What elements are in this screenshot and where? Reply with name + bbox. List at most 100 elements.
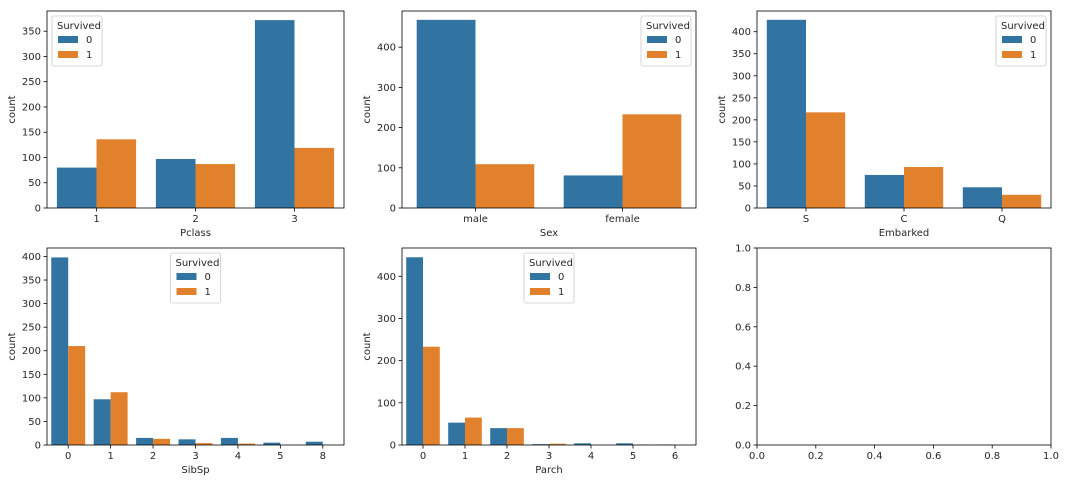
y-tick-label: 250 <box>22 77 41 88</box>
legend: Survived 0 1 <box>523 252 575 304</box>
legend-title: Survived <box>529 258 573 269</box>
subplot-1: 1 2 3 0 50 100 150 200 250 300 350 Pclass count Survi… <box>7 10 345 239</box>
bar-pclass-3-survived-1 <box>294 147 335 208</box>
legend-label-0: 0 <box>86 35 92 46</box>
y-tick-label: 300 <box>732 71 751 82</box>
y-tick-label: 0 <box>390 441 396 452</box>
x-tick-label: 0.6 <box>925 451 941 462</box>
x-tick-label: C <box>901 214 908 225</box>
legend: Survived 0 1 <box>170 252 221 304</box>
bar-sex-female-survived-1 <box>622 114 682 208</box>
y-tick-label: 0 <box>35 441 41 452</box>
y-tick-label: 0 <box>35 204 41 215</box>
bar-sibsp-3-survived-0 <box>178 439 196 445</box>
x-axis-label: Parch <box>535 465 562 476</box>
bar-parch-5-survived-0 <box>616 443 633 445</box>
legend-swatch-1 <box>1002 51 1022 58</box>
y-tick-label: 400 <box>377 272 396 283</box>
legend-swatch-0 <box>1002 36 1022 43</box>
x-tick-label: 0.4 <box>867 451 883 462</box>
legend-swatch-0 <box>530 273 550 280</box>
y-tick-label: 400 <box>22 252 41 263</box>
y-tick-label: 100 <box>377 398 396 409</box>
bar-embarked-S-survived-1 <box>806 112 846 208</box>
y-axis-label: count <box>362 332 373 360</box>
y-tick-label: 50 <box>28 178 41 189</box>
legend-swatch-0 <box>647 36 667 43</box>
y-axis-label: count <box>7 95 18 123</box>
bar-pclass-2-survived-0 <box>155 159 196 208</box>
legend-swatch-1 <box>647 51 667 58</box>
y-tick-label: 0 <box>390 204 396 215</box>
x-tick-label: 1 <box>462 451 468 462</box>
x-tick-label: 1 <box>107 451 113 462</box>
y-tick-label: 400 <box>377 43 396 54</box>
x-tick-label: 2 <box>150 451 156 462</box>
legend-swatch-1 <box>58 51 78 58</box>
y-tick-label: 0.6 <box>735 322 751 333</box>
legend-swatch-0 <box>58 36 78 43</box>
legend-label-1: 1 <box>558 287 564 298</box>
x-tick-label: 3 <box>192 451 198 462</box>
subplot-2: male female 0 100 200 300 400 Sex count Survived 0… <box>362 10 697 239</box>
x-tick-label: 5 <box>277 451 283 462</box>
bar-parch-2-survived-0 <box>490 428 507 445</box>
y-tick-label: 300 <box>22 52 41 63</box>
bar-sex-male-survived-1 <box>475 164 535 208</box>
y-tick-label: 150 <box>22 370 41 381</box>
bar-sibsp-4-survived-1 <box>237 443 255 445</box>
axes-frame <box>401 247 697 446</box>
y-tick-label: 400 <box>732 27 751 38</box>
legend-swatch-0 <box>176 273 197 280</box>
legend-title: Survived <box>646 21 690 32</box>
y-axis-label: count <box>7 332 18 360</box>
y-tick-label: 100 <box>22 153 41 164</box>
bar-sibsp-2-survived-0 <box>136 437 154 445</box>
bar-pclass-2-survived-1 <box>195 164 236 208</box>
y-tick-label: 1.0 <box>735 244 751 255</box>
bar-pclass-3-survived-0 <box>254 20 295 209</box>
legend-label-0: 0 <box>675 35 681 46</box>
x-tick-label: 2 <box>504 451 510 462</box>
x-tick-label: 8 <box>320 451 326 462</box>
bar-parch-2-survived-1 <box>507 428 524 445</box>
y-tick-label: 200 <box>22 346 41 357</box>
bar-sibsp-2-survived-1 <box>153 438 171 445</box>
y-tick-label: 350 <box>22 27 41 38</box>
bar-sex-male-survived-0 <box>416 19 476 209</box>
subplot-5: 0 1 2 3 4 5 6 0 100 200 300 400 Parch count Survived 0 1 <box>362 247 697 476</box>
x-tick-label: 3 <box>546 451 552 462</box>
legend: Survived 0 1 <box>995 15 1047 67</box>
bar-pclass-1-survived-0 <box>56 167 97 208</box>
y-tick-label: 100 <box>377 163 396 174</box>
x-tick-label: 1.0 <box>1043 451 1059 462</box>
x-tick-label: female <box>605 214 639 225</box>
y-axis-label: count <box>717 95 728 123</box>
bar-embarked-S-survived-0 <box>766 19 806 209</box>
x-tick-label: 5 <box>630 451 636 462</box>
y-tick-label: 350 <box>22 276 41 287</box>
bar-sibsp-3-survived-1 <box>195 443 213 445</box>
x-tick-label: 1 <box>93 214 99 225</box>
bar-sibsp-8-survived-0 <box>305 441 323 445</box>
axes-frame <box>46 10 345 209</box>
x-tick-label: Q <box>998 214 1006 225</box>
x-axis-label: Sex <box>540 228 558 239</box>
axes-frame <box>401 10 697 209</box>
x-tick-label: 0 <box>65 451 71 462</box>
x-tick-label: 4 <box>588 451 594 462</box>
subplot-3: S C Q 0 50 100 150 200 250 300 350 400 Embarked count… <box>717 10 1052 239</box>
bar-parch-0-survived-1 <box>423 346 440 445</box>
y-tick-label: 100 <box>22 393 41 404</box>
y-tick-label: 300 <box>377 83 396 94</box>
bar-parch-4-survived-0 <box>574 443 591 445</box>
bar-parch-0-survived-0 <box>406 257 423 445</box>
y-tick-label: 200 <box>377 123 396 134</box>
y-tick-label: 0.2 <box>735 401 751 412</box>
legend-label-1: 1 <box>1030 50 1036 61</box>
bar-embarked-C-survived-1 <box>904 167 944 208</box>
legend-title: Survived <box>1001 21 1045 32</box>
y-tick-label: 50 <box>28 417 41 428</box>
axes-frame <box>46 247 345 446</box>
